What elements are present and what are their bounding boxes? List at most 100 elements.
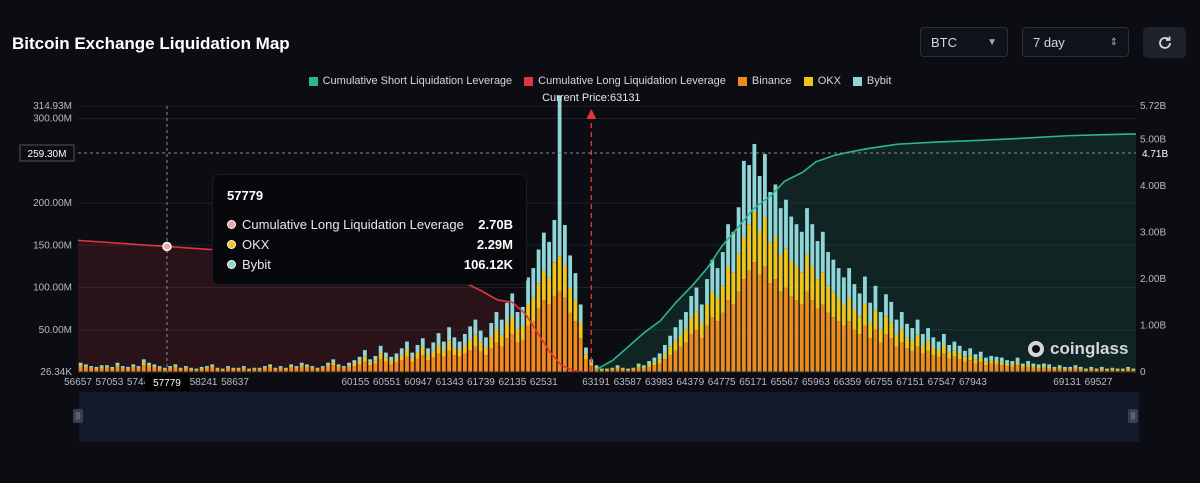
bar-okx: [505, 323, 509, 339]
legend-swatch: [737, 76, 747, 86]
bar-binance: [957, 359, 962, 372]
range-select-value: 7 day: [1033, 34, 1065, 50]
bar-bybit: [152, 364, 157, 367]
legend-item[interactable]: OKX: [803, 75, 841, 87]
bar-binance: [489, 348, 494, 372]
bar-bybit: [1094, 368, 1099, 370]
bar-binance: [947, 358, 952, 372]
bar-binance: [794, 300, 799, 372]
bar-bybit: [489, 323, 494, 338]
bar-binance: [673, 350, 678, 372]
refresh-button[interactable]: [1143, 27, 1186, 58]
bar-binance: [215, 369, 220, 372]
symbol-select[interactable]: BTC ▼: [920, 27, 1008, 57]
bar-binance: [199, 369, 204, 372]
bar-binance: [452, 355, 457, 372]
bar-okx: [589, 362, 594, 366]
tooltip-row-label: Bybit: [242, 257, 271, 272]
bar-okx: [347, 365, 351, 367]
legend-item[interactable]: Binance: [737, 75, 792, 87]
bar-binance: [284, 369, 288, 372]
brand-name: coinglass: [1050, 339, 1129, 358]
bar-binance: [626, 370, 630, 372]
legend-item[interactable]: Cumulative Long Liquidation Leverage: [524, 75, 726, 87]
bar-okx: [894, 334, 899, 347]
bar-okx: [152, 366, 157, 368]
bar-binance: [510, 333, 515, 372]
bar-okx: [715, 297, 720, 322]
bar-bybit: [441, 341, 446, 351]
bar-bybit: [826, 252, 830, 286]
y-right-tick-label: 4.00B: [1140, 181, 1166, 192]
bar-bybit: [1073, 365, 1078, 367]
bar-okx: [352, 363, 357, 367]
bar-binance: [415, 358, 420, 372]
x-tick-label: 69527: [1085, 377, 1113, 388]
bar-okx: [910, 340, 915, 351]
y-left-tick-label: 26.34K: [40, 367, 72, 378]
bar-binance: [620, 369, 625, 372]
bar-binance: [805, 291, 809, 372]
bar-bybit: [1031, 363, 1036, 367]
bar-bybit: [357, 356, 362, 362]
bar-binance: [1047, 368, 1052, 372]
bar-okx: [689, 317, 694, 334]
bar-okx: [1115, 369, 1120, 371]
bar-bybit: [1015, 357, 1020, 362]
bar-okx: [473, 334, 478, 347]
bar-binance: [984, 365, 988, 372]
bar-okx: [115, 365, 120, 367]
scrollbar-handle-left[interactable]: ||: [73, 409, 83, 423]
bar-okx: [736, 253, 741, 292]
bar-bybit: [310, 366, 315, 368]
bar-bybit: [373, 355, 378, 361]
tooltip-row: Cumulative Long Liquidation Leverage 2.7…: [227, 217, 513, 232]
bar-okx: [847, 297, 852, 322]
bar-bybit: [515, 312, 520, 329]
bar-okx: [947, 352, 952, 359]
bar-binance: [257, 369, 262, 372]
bar-okx: [210, 366, 215, 368]
chart-scrollbar-track[interactable]: [79, 392, 1139, 442]
bar-binance: [863, 325, 867, 372]
bar-bybit: [247, 368, 251, 370]
bar-bybit: [284, 367, 288, 369]
bar-okx: [1052, 368, 1057, 370]
bar-bybit: [394, 353, 399, 359]
legend-label: OKX: [817, 75, 841, 87]
bar-binance: [926, 350, 930, 372]
bar-binance: [768, 283, 773, 372]
bar-okx: [820, 272, 825, 305]
bar-okx: [873, 310, 878, 330]
bar-okx: [968, 355, 973, 361]
bar-bybit: [768, 192, 773, 243]
bar-okx: [262, 367, 267, 369]
bar-bybit: [536, 249, 541, 284]
bar-binance: [220, 370, 225, 372]
bar-binance: [405, 356, 409, 372]
bar-okx: [1126, 368, 1130, 370]
bar-binance: [1073, 368, 1078, 372]
bar-bybit: [236, 367, 241, 369]
x-tick-label: 57053: [95, 377, 123, 388]
range-select[interactable]: 7 day ⇕: [1022, 27, 1129, 57]
bar-bybit: [647, 361, 652, 365]
legend-item[interactable]: Cumulative Short Liquidation Leverage: [308, 75, 512, 87]
x-tick-label: 64379: [676, 377, 704, 388]
bar-binance: [368, 365, 373, 372]
bar-binance: [1078, 369, 1083, 372]
bar-okx: [484, 347, 488, 356]
bar-bybit: [436, 333, 441, 345]
bar-okx: [699, 323, 704, 339]
bar-binance: [447, 350, 451, 372]
scrollbar-handle-right[interactable]: ||: [1128, 409, 1138, 423]
bar-okx: [399, 355, 404, 361]
bar-binance: [541, 300, 546, 372]
bar-binance: [262, 368, 267, 372]
bar-bybit: [168, 366, 173, 368]
bar-okx: [957, 353, 962, 360]
legend-item[interactable]: Bybit: [852, 75, 891, 87]
tooltip-dot-okx: [227, 240, 236, 249]
bar-bybit: [552, 219, 557, 263]
legend-swatch: [308, 76, 318, 86]
